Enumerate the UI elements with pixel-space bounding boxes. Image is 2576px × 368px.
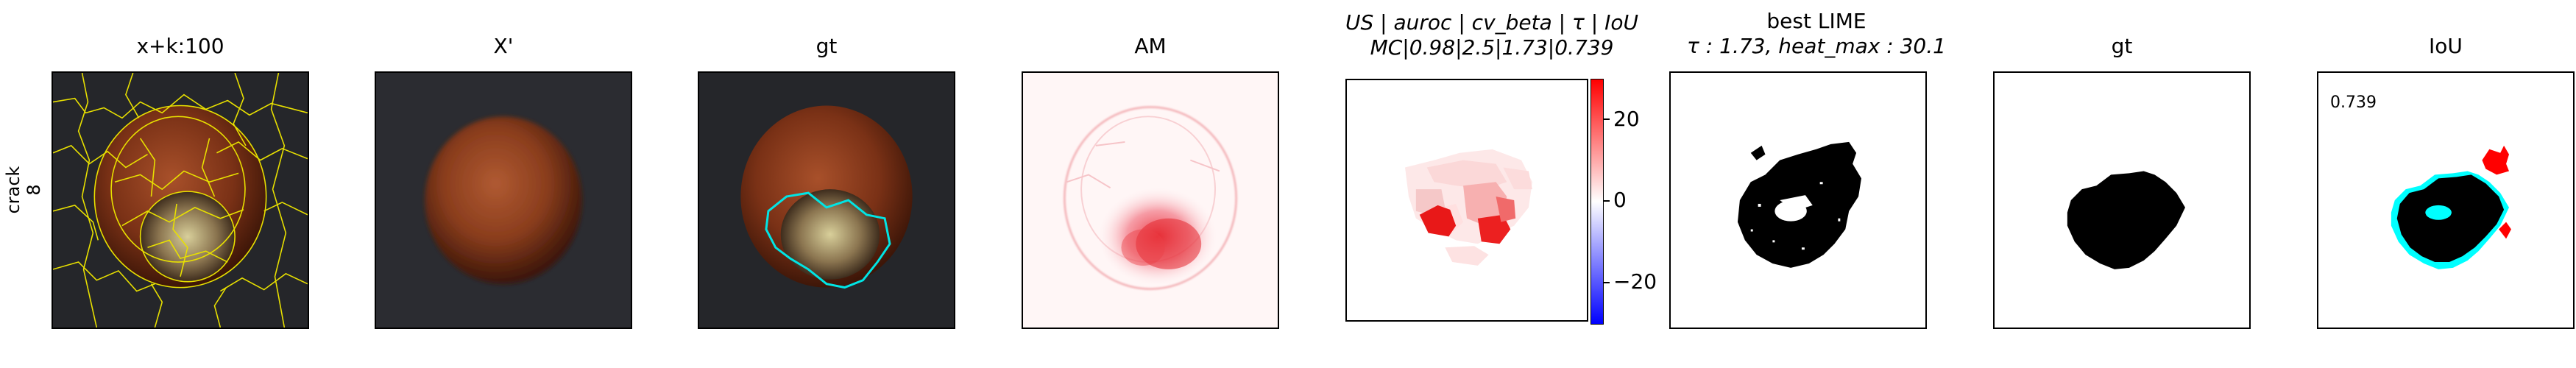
- lime-mask: [1671, 73, 1925, 328]
- row-label: crack 8: [3, 160, 44, 219]
- panel-title-am: AM: [1134, 34, 1167, 58]
- lime-heatmap-panel: [1345, 79, 1588, 322]
- colorbar-tick-0: [1604, 200, 1610, 202]
- panel-title-metrics: US | auroc | cv_beta | τ | IoU MC|0.98|2…: [1271, 10, 1713, 60]
- colorbar-label-20: 20: [1613, 107, 1640, 131]
- colorbar-tick-neg20: [1604, 282, 1610, 283]
- colorbar-tick-20: [1604, 118, 1610, 120]
- colorbar-label-neg20: −20: [1613, 269, 1657, 294]
- panel-title-gt: gt: [815, 34, 838, 58]
- lime-heatmap: [1347, 80, 1587, 320]
- row-label-category: crack: [3, 166, 24, 214]
- panel-title-reconstruction: X': [493, 34, 514, 58]
- anomaly-map-panel: [1022, 71, 1279, 329]
- input-image: [53, 73, 308, 328]
- row-label-index: 8: [24, 184, 44, 196]
- panel-title-lime: best LIME τ : 1.73, heat_max : 30.1: [1596, 9, 2037, 59]
- metrics-header: US | auroc | cv_beta | τ | IoU: [1345, 10, 1638, 35]
- lime-title: best LIME: [1766, 9, 1866, 33]
- iou-panel: 0.739: [2317, 71, 2575, 329]
- gt-overlay-image: [699, 73, 954, 328]
- reconstruction-image: [376, 73, 631, 328]
- iou-score: 0.739: [2330, 93, 2377, 112]
- metrics-values: MC|0.98|2.5|1.73|0.739: [1370, 35, 1614, 60]
- input-image-panel: [52, 71, 309, 329]
- colorbar: [1590, 79, 1604, 325]
- gt-overlay-panel: [698, 71, 955, 329]
- reconstruction-panel: [375, 71, 632, 329]
- panel-title-input: x+k:100: [136, 34, 224, 58]
- lime-params: τ : 1.73, heat_max : 30.1: [1687, 34, 1946, 58]
- lime-mask-panel: [1669, 71, 1927, 329]
- anomaly-map: [1023, 73, 1278, 328]
- colorbar-label-0: 0: [1613, 188, 1627, 212]
- gt-mask-panel: [1993, 71, 2251, 329]
- iou-overlay: [2318, 73, 2573, 328]
- panel-title-iou: IoU: [2429, 34, 2463, 58]
- gt-mask: [1995, 73, 2249, 328]
- panel-title-gt-mask: gt: [2111, 34, 2133, 58]
